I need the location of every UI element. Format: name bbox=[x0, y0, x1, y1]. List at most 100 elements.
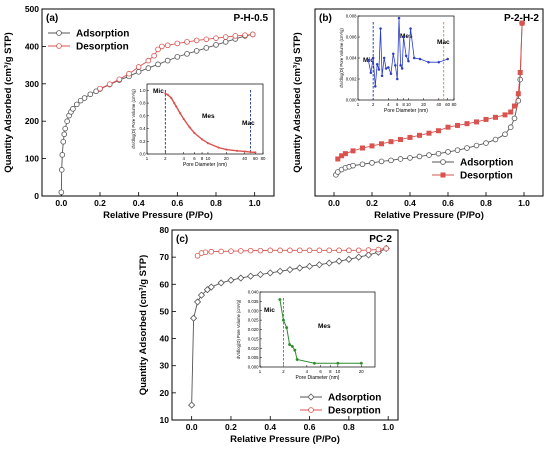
data-point-desorption bbox=[464, 121, 470, 127]
inset-x-tick-label: 8 bbox=[402, 102, 405, 107]
data-point-adsorption bbox=[184, 51, 190, 57]
inset-data-point bbox=[379, 27, 382, 30]
data-point-adsorption bbox=[87, 91, 94, 98]
data-point-adsorption bbox=[276, 267, 284, 275]
plot-frame bbox=[314, 8, 544, 197]
data-point-adsorption bbox=[222, 39, 229, 45]
data-point-desorption bbox=[159, 43, 165, 50]
data-point-adsorption bbox=[190, 314, 198, 322]
data-point-adsorption bbox=[426, 152, 432, 158]
inset-x-tick-label: 10 bbox=[206, 156, 211, 161]
legend-label: Adsorption bbox=[328, 393, 381, 404]
inset-3: 1 2 4 6 8 10 20 0.000 0.005 0.010 0.015 0.020 0.025 0… bbox=[236, 290, 376, 381]
data-point-desorption bbox=[184, 39, 190, 45]
data-point-desorption bbox=[335, 156, 341, 162]
pore-region-label-mac: Mac bbox=[437, 39, 450, 46]
inset-x-tick-label: 8 bbox=[329, 369, 332, 374]
legend-label: Desorption bbox=[76, 42, 129, 53]
inset-series-line bbox=[279, 299, 362, 364]
x-tick-label: 0.0 bbox=[328, 198, 340, 208]
inset-data-point bbox=[225, 148, 228, 151]
inset-x-tick-label: 2 bbox=[164, 156, 167, 161]
data-point-desorption bbox=[174, 40, 181, 47]
inset-x-tick-label: 1 bbox=[357, 102, 360, 107]
x-tick-label: 0.2 bbox=[225, 422, 237, 432]
inset-data-point bbox=[293, 348, 297, 352]
data-point-adsorption bbox=[454, 147, 461, 153]
x-tick-label: 0.6 bbox=[171, 198, 183, 208]
inset-data-point bbox=[394, 64, 397, 67]
inset-y-tick-label: 0.2 bbox=[140, 139, 147, 144]
inset-data-point bbox=[407, 59, 410, 63]
y-tick-label: 70 bbox=[160, 252, 170, 262]
data-point-adsorption bbox=[507, 124, 514, 130]
y-axis-label: Quantity Adsorbed (cm³/g STP) bbox=[3, 32, 14, 173]
inset-data-point bbox=[281, 318, 285, 322]
y-tick-label: 20 bbox=[160, 388, 170, 398]
data-point-adsorption bbox=[203, 45, 210, 51]
data-point-adsorption bbox=[286, 266, 294, 274]
legend-label: Adsorption bbox=[460, 158, 513, 169]
inset-data-point bbox=[166, 93, 169, 96]
data-point-desorption bbox=[383, 245, 390, 252]
inset-y-tick-label: 0.008 bbox=[346, 14, 357, 19]
inset-y-tick-label: 0.006 bbox=[346, 35, 357, 40]
panel-label: (b) bbox=[319, 13, 332, 24]
inset-x-axis-label: Pore Diameter (nm) bbox=[183, 162, 227, 168]
data-point-adsorption bbox=[155, 61, 161, 68]
inset-data-point bbox=[373, 85, 377, 88]
data-point-desorption bbox=[249, 31, 256, 38]
inset-y-tick-label: 0.030 bbox=[248, 308, 259, 313]
inset-data-point bbox=[206, 142, 210, 145]
data-point-adsorption bbox=[203, 286, 211, 294]
pore-region-label-mes: Mes bbox=[318, 323, 331, 330]
inset-y-tick-label: 0.040 bbox=[248, 290, 259, 295]
data-point-desorption bbox=[426, 130, 432, 136]
data-point-desorption bbox=[326, 247, 333, 254]
data-point-desorption bbox=[247, 247, 254, 254]
data-point-desorption bbox=[151, 52, 157, 59]
inset-y-tick-label: 0.8 bbox=[140, 101, 147, 106]
inset-data-point bbox=[389, 72, 393, 76]
data-point-desorption bbox=[164, 42, 171, 49]
inset-x-tick-label: 40 bbox=[242, 156, 247, 161]
data-point-desorption bbox=[155, 46, 161, 53]
inset-y-tick-label: 0.010 bbox=[248, 346, 259, 351]
x-tick-label: 0.6 bbox=[304, 422, 316, 432]
data-point-adsorption bbox=[77, 97, 84, 104]
data-point-desorption bbox=[218, 248, 224, 255]
data-point-adsorption bbox=[517, 76, 523, 83]
data-point-desorption bbox=[397, 137, 403, 143]
data-point-desorption bbox=[316, 247, 323, 254]
inset-data-point bbox=[170, 96, 173, 100]
data-point-adsorption bbox=[416, 153, 423, 160]
inset-y-tick-label: 0.015 bbox=[248, 336, 259, 341]
inset-data-point bbox=[235, 149, 239, 152]
data-point-desorption bbox=[228, 248, 234, 254]
data-point-desorption bbox=[435, 128, 441, 134]
inset-data-point bbox=[382, 56, 386, 60]
legend-swatch-marker bbox=[440, 172, 446, 178]
inset-x-tick-label: 80 bbox=[261, 156, 266, 161]
data-point-desorption bbox=[515, 91, 521, 97]
data-point-desorption bbox=[193, 37, 200, 44]
data-point-adsorption bbox=[364, 251, 373, 259]
inset-x-tick-label: 6 bbox=[319, 369, 322, 374]
inset-x-tick-label: 2 bbox=[282, 369, 285, 374]
x-tick-label: 0.2 bbox=[94, 198, 106, 208]
inset-y-tick-label: 0.6 bbox=[140, 113, 147, 118]
data-point-desorption bbox=[194, 252, 201, 259]
inset-data-point bbox=[437, 60, 441, 64]
inset-data-point bbox=[254, 151, 257, 154]
inset-data-point bbox=[371, 56, 375, 60]
inset-data-point bbox=[217, 146, 220, 149]
data-point-desorption bbox=[106, 81, 113, 87]
inset-data-point bbox=[412, 56, 416, 60]
x-tick-label: 1.0 bbox=[382, 422, 394, 432]
data-point-adsorption bbox=[81, 95, 88, 101]
y-tick-label: 50 bbox=[160, 306, 170, 316]
inset-data-point bbox=[395, 77, 399, 81]
data-point-desorption bbox=[232, 33, 239, 39]
inset-data-point bbox=[404, 54, 408, 58]
